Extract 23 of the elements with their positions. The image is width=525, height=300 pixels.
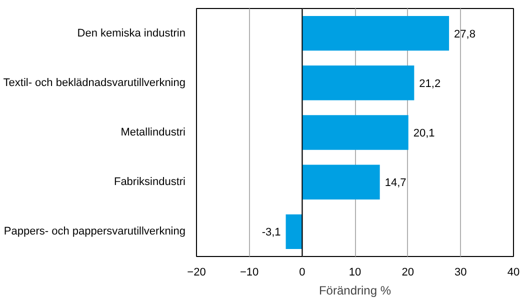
bar bbox=[302, 115, 408, 150]
data-label: 14,7 bbox=[384, 177, 406, 190]
x-tick-label: −10 bbox=[240, 266, 259, 278]
data-label: 27,8 bbox=[454, 28, 476, 40]
data-label: 21,2 bbox=[419, 78, 441, 90]
y-tick-label: Fabriksindustri bbox=[114, 176, 186, 188]
y-tick-label: Den kemiska industrin bbox=[77, 27, 186, 40]
bar bbox=[286, 214, 302, 250]
x-tick-label: 30 bbox=[454, 266, 467, 278]
data-label: 20,1 bbox=[413, 128, 435, 140]
y-tick-label: Textil- och beklädnadsvarutillverkning bbox=[3, 76, 186, 89]
x-tick-label: −20 bbox=[187, 266, 206, 278]
x-tick-label: 20 bbox=[402, 266, 414, 278]
x-tick-label: 40 bbox=[507, 266, 520, 278]
x-tick-label: 10 bbox=[348, 266, 362, 278]
x-axis-title: Förändring % bbox=[318, 284, 392, 298]
y-tick-label: Pappers- och pappersvarutillverkning bbox=[4, 226, 186, 238]
bar bbox=[302, 16, 450, 51]
x-tick-label: 0 bbox=[299, 266, 306, 278]
bar bbox=[302, 164, 380, 200]
bar bbox=[302, 66, 414, 100]
y-tick-label: Metallindustri bbox=[120, 126, 186, 138]
data-label: -3,1 bbox=[262, 226, 281, 239]
